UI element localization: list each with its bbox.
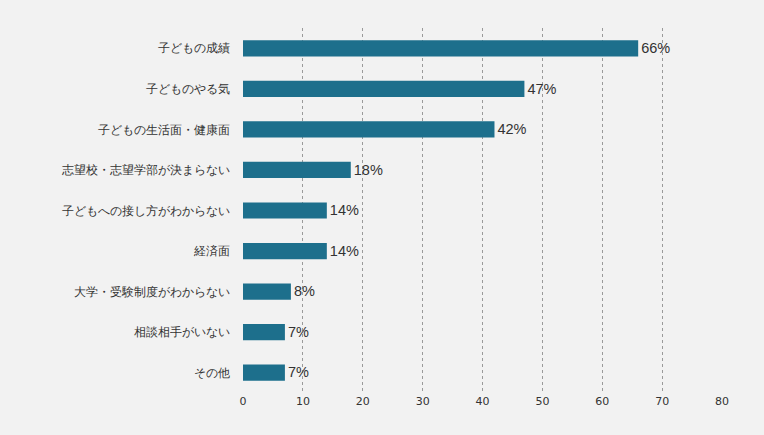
svg-text:7%: 7% — [288, 324, 309, 340]
svg-text:相談相手がいない: 相談相手がいない — [134, 325, 230, 339]
svg-text:30: 30 — [416, 395, 430, 408]
svg-text:子どものやる気: 子どものやる気 — [146, 82, 230, 96]
svg-text:42%: 42% — [497, 121, 526, 137]
svg-text:47%: 47% — [527, 81, 556, 97]
svg-text:10: 10 — [296, 395, 310, 408]
svg-text:その他: その他 — [194, 366, 230, 380]
svg-text:子どもの成績: 子どもの成績 — [158, 41, 230, 55]
svg-text:経済面: 経済面 — [193, 244, 230, 258]
svg-text:14%: 14% — [330, 202, 359, 218]
svg-text:18%: 18% — [354, 162, 383, 178]
svg-text:大学・受験制度がわからない: 大学・受験制度がわからない — [74, 285, 230, 299]
svg-text:8%: 8% — [294, 283, 315, 299]
svg-text:60: 60 — [595, 395, 609, 408]
svg-text:20: 20 — [356, 395, 370, 408]
svg-text:66%: 66% — [641, 40, 670, 56]
svg-text:40: 40 — [476, 395, 490, 408]
svg-text:志望校・志望学部が決まらない: 志望校・志望学部が決まらない — [62, 163, 230, 177]
svg-text:7%: 7% — [288, 364, 309, 380]
svg-text:0: 0 — [240, 395, 247, 408]
svg-text:子どもへの接し方がわからない: 子どもへの接し方がわからない — [62, 204, 230, 218]
svg-text:14%: 14% — [330, 243, 359, 259]
svg-text:80: 80 — [715, 395, 729, 408]
svg-text:70: 70 — [655, 395, 669, 408]
svg-text:子どもの生活面・健康面: 子どもの生活面・健康面 — [98, 123, 230, 137]
svg-text:50: 50 — [535, 395, 549, 408]
